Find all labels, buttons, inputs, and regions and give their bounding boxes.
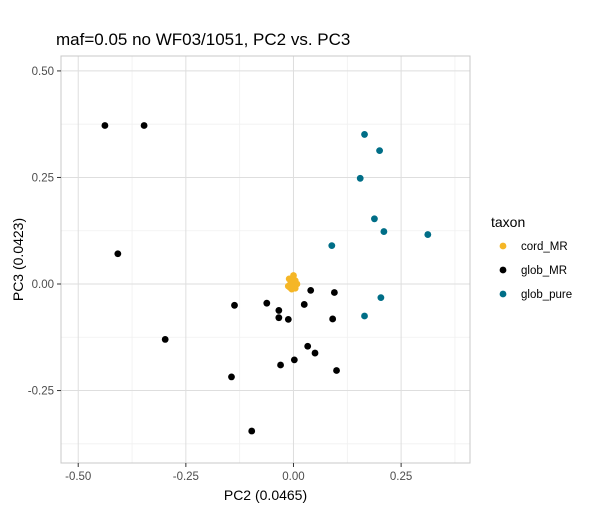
y-tick-label: -0.25 [28,386,54,398]
point-glob_MR [304,342,312,350]
point-glob_MR [275,314,283,322]
x-tick-label: 0.00 [282,471,304,483]
x-tick-label: -0.50 [65,471,91,483]
legend-label-glob_pure: glob_pure [521,289,572,301]
point-glob_pure [377,294,385,302]
point-glob_MR [277,361,284,369]
point-glob_MR [307,286,315,294]
legend-label-glob_MR: glob_MR [521,265,567,277]
point-glob_pure [380,228,388,235]
point-cord_MR [290,279,298,287]
point-glob_MR [101,122,109,129]
point-glob_MR [290,356,298,364]
y-tick-label: 0.25 [32,172,54,184]
y-tick-label: 0.00 [32,279,54,291]
y-axis-ticks: -0.25 0.00 0.25 0.50 [28,66,61,398]
legend-key-glob_MR [499,266,507,274]
point-glob_MR [284,315,292,323]
point-glob_MR [114,250,122,258]
y-tick-label: 0.50 [32,66,54,78]
point-glob_pure [371,215,378,223]
point-glob_pure [361,312,368,320]
legend-label-cord_MR: cord_MR [521,241,568,253]
point-glob_MR [228,373,235,381]
point-glob_pure [361,131,368,138]
y-axis-title: PC3 (0.0423) [10,218,26,301]
point-glob_MR [140,122,148,129]
point-glob_MR [263,299,271,307]
x-axis-ticks: -0.50 -0.25 0.00 0.25 [65,463,412,483]
point-glob_MR [300,301,308,308]
point-glob_pure [424,231,432,238]
minor-gridlines [61,56,470,463]
point-glob_MR [161,336,169,343]
point-glob_pure [376,147,383,155]
point-glob_pure [356,174,364,182]
point-glob_MR [231,301,238,309]
point-glob_MR [275,307,283,314]
legend: taxon cord_MR glob_MR glob_pure [491,214,572,301]
chart-title: maf=0.05 no WF03/1051, PC2 vs. PC3 [56,30,350,49]
x-tick-label: -0.25 [173,471,199,483]
x-tick-label: 0.25 [390,471,412,483]
point-glob_MR [329,315,337,323]
point-cord_MR [290,272,297,279]
panel-border [60,55,471,464]
point-glob_MR [248,427,256,435]
point-glob_pure [328,242,336,250]
legend-key-cord_MR [499,242,507,250]
point-glob_MR [330,289,338,296]
legend-key-glob_pure [499,290,507,298]
x-axis-title: PC2 (0.0465) [224,487,307,503]
data-points [101,122,432,435]
point-glob_MR [333,367,340,374]
legend-title: taxon [491,214,525,230]
major-gridlines [61,56,470,463]
point-glob_MR [311,349,319,357]
point-cord_MR [286,284,294,291]
